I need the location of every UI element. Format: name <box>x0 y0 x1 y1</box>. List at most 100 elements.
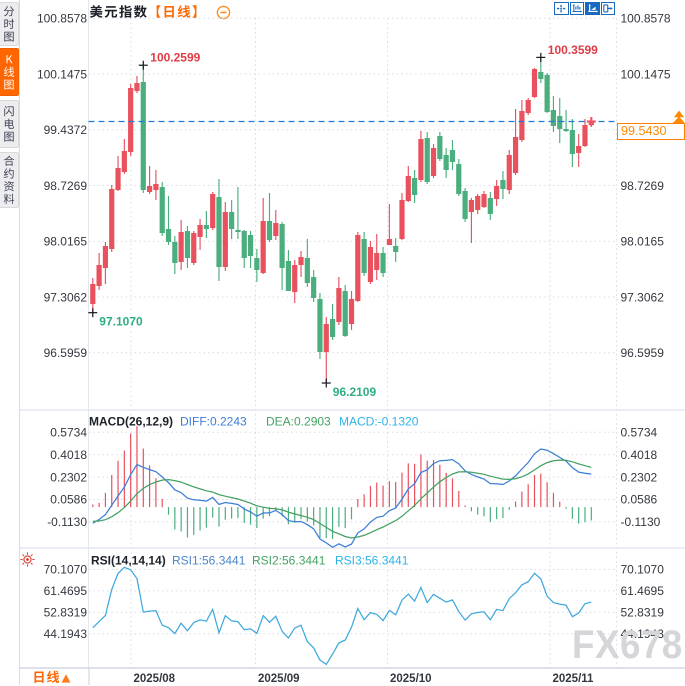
candle <box>576 134 581 167</box>
rsi-axis-label-left: 52.8319 <box>44 606 88 620</box>
rsi-axis-label-left: 70.1070 <box>44 563 88 577</box>
candle-rect <box>444 155 449 170</box>
macd-axis-label-right: 0.5734 <box>621 426 658 440</box>
candle <box>431 144 436 178</box>
macd-axis-label-left: 0.4018 <box>50 448 87 462</box>
price-axis-label-left: 100.1475 <box>37 67 87 81</box>
candle-rect <box>374 253 379 270</box>
candle-rect <box>368 247 373 282</box>
candle <box>160 182 165 236</box>
price-axis-label-right: 100.1475 <box>621 67 671 81</box>
candle <box>387 204 392 245</box>
candle-rect <box>191 233 196 263</box>
candle <box>97 253 102 290</box>
candle-rect <box>393 246 398 252</box>
candle-rect <box>305 258 310 283</box>
candle <box>109 185 114 252</box>
candle-rect <box>141 82 146 190</box>
candle <box>494 180 499 206</box>
candle-rect <box>557 116 562 129</box>
candle <box>153 170 158 200</box>
candle <box>456 159 461 196</box>
candle <box>557 98 562 143</box>
extreme-label: 97.1070 <box>99 315 143 329</box>
candle-rect <box>229 212 234 229</box>
candle-rect <box>469 200 474 212</box>
candle-rect <box>519 111 524 140</box>
candle-rect <box>134 83 139 91</box>
candle-rect <box>248 235 253 256</box>
candle <box>103 242 108 284</box>
macd-dea-value: DEA:0.2903 <box>266 415 331 429</box>
candle <box>362 232 367 276</box>
candle-rect <box>576 146 581 153</box>
candle <box>444 148 449 178</box>
candle-rect <box>551 110 556 126</box>
candle-rect <box>399 200 404 239</box>
indicator-settings-icon[interactable] <box>20 552 35 572</box>
extreme-label: 100.2599 <box>150 51 200 65</box>
rsi3-value: RSI3:56.3441 <box>335 554 409 568</box>
candle <box>147 166 152 194</box>
candle <box>267 193 272 242</box>
candle <box>412 170 417 203</box>
candle <box>500 171 505 199</box>
candle-rect <box>172 242 177 263</box>
date-axis-label: 2025/11 <box>553 673 595 685</box>
candle-rect <box>330 319 335 337</box>
candle <box>210 192 215 230</box>
period-label-glyphs-path <box>62 674 71 682</box>
candle-rect <box>286 261 291 291</box>
candle <box>324 317 329 383</box>
candle-rect <box>570 130 575 154</box>
macd-axis-label-left: -0.1130 <box>47 515 87 529</box>
candle <box>532 68 537 98</box>
macd-axis-label-right: 0.4018 <box>621 448 658 462</box>
macd-axis-label-right: 0.2302 <box>621 470 658 484</box>
candle <box>551 96 556 132</box>
price-direction-arrow-icon <box>674 111 684 118</box>
candle <box>406 166 411 202</box>
candle-rect <box>582 125 587 146</box>
price-axis-label-left: 99.4372 <box>44 123 88 137</box>
date-axis-label: 2025/08 <box>134 673 176 685</box>
watermark: FX678 <box>572 623 683 668</box>
candle <box>513 109 518 175</box>
macd-diff-line <box>93 449 592 547</box>
candle-rect <box>223 212 228 267</box>
candle-rect <box>267 221 272 240</box>
period-label-glyphs-g-use <box>47 671 59 683</box>
candle-rect <box>97 265 102 286</box>
period-selector[interactable] <box>32 669 78 686</box>
macd-panel <box>93 426 592 547</box>
rsi-axis-label-right: 70.1070 <box>621 563 665 577</box>
candle <box>582 119 587 147</box>
candle <box>343 285 348 337</box>
candle <box>280 222 285 290</box>
candle <box>437 132 442 161</box>
current-price-label: 99.5430 <box>617 123 685 140</box>
rsi1-value: RSI1:56.3441 <box>172 554 246 568</box>
price-axis-label-left: 100.8578 <box>37 12 87 26</box>
candle-rect <box>261 221 266 273</box>
candles <box>90 57 594 383</box>
candle <box>481 191 486 208</box>
candle <box>128 84 133 156</box>
macd-axis-label-right: 0.0586 <box>621 493 658 507</box>
candle <box>248 231 253 268</box>
candle-rect <box>128 88 133 152</box>
candle <box>166 196 171 245</box>
candle <box>305 239 310 287</box>
rsi-axis-label-left: 61.4695 <box>44 584 88 598</box>
candle <box>475 194 480 214</box>
panel-borders <box>20 0 685 685</box>
candle <box>349 291 354 330</box>
candle-rect <box>204 225 209 229</box>
candle <box>462 188 467 222</box>
candle-rect <box>418 139 423 180</box>
candle-rect <box>90 284 95 304</box>
candle-rect <box>273 223 278 236</box>
candle <box>317 293 322 359</box>
